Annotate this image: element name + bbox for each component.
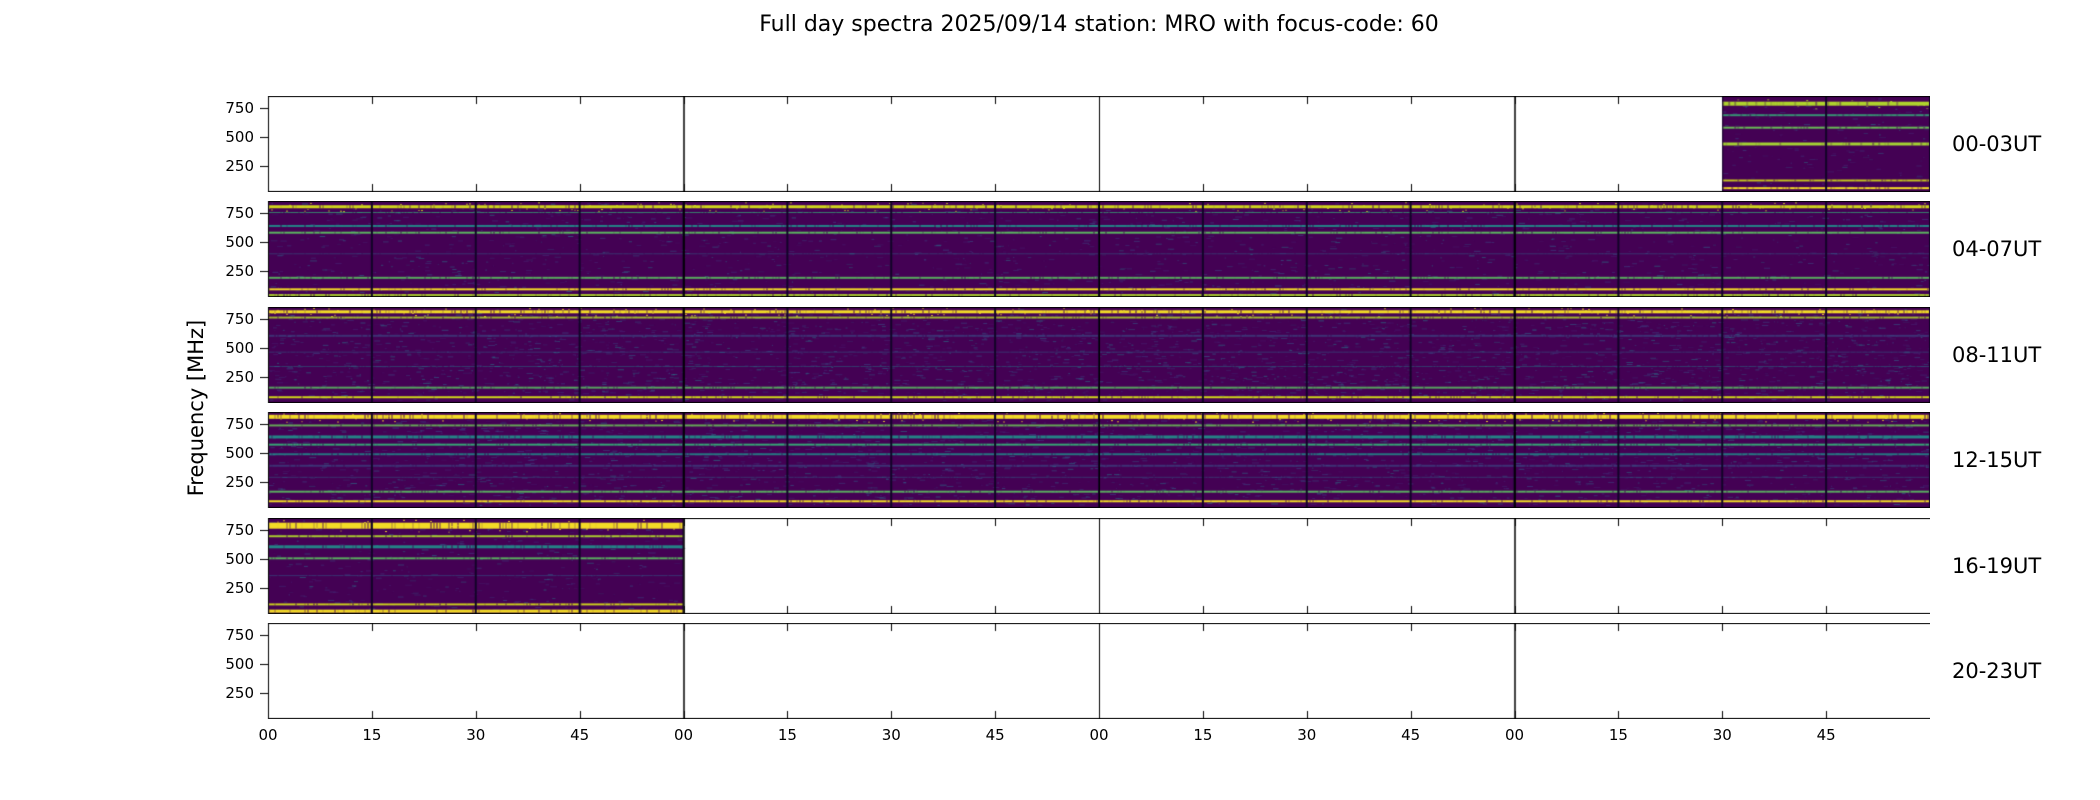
x-tick-label: 45 <box>1401 726 1421 744</box>
y-tick-label: 250 <box>225 368 254 387</box>
x-tick-label: 00 <box>1504 726 1525 744</box>
y-tick-label: 750 <box>225 310 254 329</box>
x-tick-label: 30 <box>1712 726 1732 744</box>
row-label: 16-19UT <box>1952 554 2042 578</box>
y-tick-label: 250 <box>225 473 254 492</box>
x-tick-label: 00 <box>1089 726 1109 744</box>
y-tick-label: 250 <box>225 262 254 281</box>
row-label: 00-03UT <box>1952 132 2042 156</box>
y-axis-label: Frequency [MHz] <box>184 319 208 497</box>
x-tick-label: 15 <box>362 726 382 744</box>
x-tick-label: 30 <box>466 726 486 744</box>
spectrogram-row-08-11UT <box>260 307 1930 403</box>
y-tick-label: 750 <box>225 415 254 434</box>
x-tick-label: 00 <box>673 726 694 744</box>
y-tick-label: 750 <box>225 204 254 223</box>
row-label: 08-11UT <box>1952 343 2042 367</box>
y-tick-label: 500 <box>225 550 254 569</box>
row-label: 20-23UT <box>1952 659 2042 683</box>
y-tick-label: 500 <box>225 655 254 674</box>
y-tick-label: 750 <box>225 626 254 645</box>
x-tick-label: 00 <box>258 726 278 744</box>
spectrogram-row-04-07UT <box>260 201 1930 297</box>
row-label: 04-07UT <box>1952 237 2042 261</box>
x-tick-label: 30 <box>881 726 901 744</box>
x-tick-label: 30 <box>1297 726 1317 744</box>
x-tick-label: 45 <box>570 726 590 744</box>
x-tick-label: 45 <box>1816 726 1836 744</box>
y-tick-label: 750 <box>225 99 254 118</box>
y-tick-label: 250 <box>225 684 254 703</box>
y-tick-label: 500 <box>225 339 254 358</box>
x-tick-label: 15 <box>777 726 797 744</box>
y-tick-label: 250 <box>225 579 254 598</box>
spectrogram-row-12-15UT <box>260 412 1930 508</box>
x-tick-label: 45 <box>985 726 1005 744</box>
row-label: 12-15UT <box>1952 448 2042 472</box>
spectrogram-row-00-03UT <box>260 96 1930 192</box>
y-tick-label: 500 <box>225 128 254 147</box>
spectrogram-row-16-19UT <box>260 518 1930 614</box>
y-tick-label: 500 <box>225 233 254 252</box>
y-tick-label: 500 <box>225 444 254 463</box>
y-tick-label: 750 <box>225 521 254 540</box>
x-tick-label: 15 <box>1193 726 1213 744</box>
figure-title: Full day spectra 2025/09/14 station: MRO… <box>759 12 1439 37</box>
x-tick-label: 15 <box>1608 726 1628 744</box>
y-tick-label: 250 <box>225 157 254 176</box>
spectrogram-row-20-23UT <box>260 623 1930 719</box>
